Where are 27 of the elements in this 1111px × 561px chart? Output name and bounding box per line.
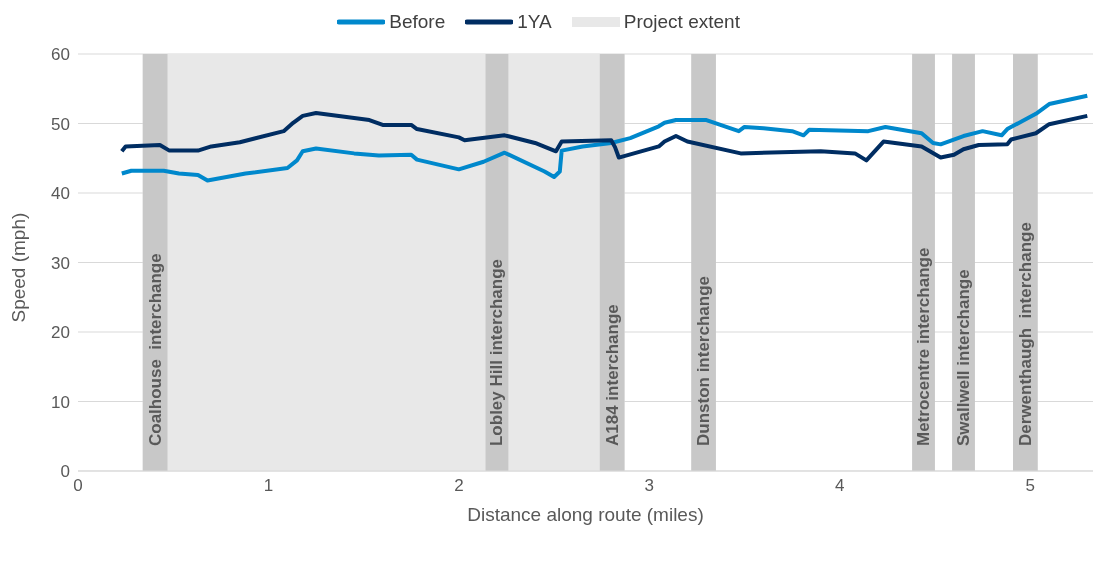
line-series: [119, 93, 1090, 183]
line-series: [119, 111, 1090, 163]
y-tick-label: 30: [51, 253, 70, 273]
band-label: Swallwell interchange: [954, 269, 974, 446]
y-tick-label: 50: [51, 114, 70, 134]
x-axis-title: Distance along route (miles): [467, 504, 704, 525]
x-tick-label: 2: [454, 476, 464, 496]
y-axis-title: Speed (mph): [7, 212, 29, 323]
band-label: Coalhouse interchange: [145, 253, 165, 446]
x-tick-label: 4: [834, 476, 845, 496]
y-tick-label: 20: [51, 323, 70, 343]
x-tick-label: 0: [73, 476, 83, 496]
y-tick-label: 40: [51, 184, 70, 204]
band-label: Dunston interchange: [694, 275, 714, 446]
y-tick-label: 60: [51, 45, 70, 65]
legend-label: Before: [389, 11, 446, 33]
y-tick-label: 10: [51, 392, 70, 412]
x-tick-label: 5: [1025, 476, 1035, 496]
band-label: Lobley Hill interchange: [487, 258, 507, 446]
x-tick-label: 3: [644, 476, 655, 496]
y-tick-label: 0: [60, 462, 70, 482]
legend-label: Project extent: [623, 11, 741, 33]
x-tick-label: 1: [263, 476, 274, 496]
band-label: Metrocentre interchange: [914, 247, 934, 446]
band-label: Derwenthaugh interchange: [1015, 222, 1035, 446]
legend-label: 1YA: [517, 11, 552, 33]
band-label: A184 interchange: [602, 304, 622, 446]
